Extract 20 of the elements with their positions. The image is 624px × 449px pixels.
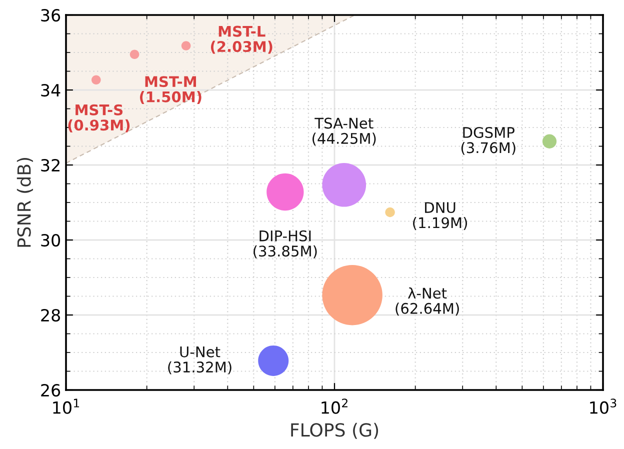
x-tick-label: 10$^{2}$ — [322, 398, 348, 414]
annotation: DIP-HSI (33.85M) — [254, 230, 317, 258]
y-tick-label: 32 — [41, 158, 60, 172]
annotation: MST-L (2.03M) — [210, 26, 272, 54]
annotation: MST-S (0.93M) — [68, 104, 130, 132]
y-tick-label: 30 — [41, 234, 60, 247]
x-tick-label: 10$^{3}$ — [590, 398, 616, 414]
y-tick-label: 34 — [41, 84, 60, 97]
y-tick-label: 26 — [41, 384, 60, 397]
y-tick-label: 28 — [41, 308, 60, 322]
annotation: TSA-Net (44.25M) — [312, 118, 376, 146]
annotation: MST-M (1.50M) — [140, 76, 202, 104]
annotation: λ-Net (62.64M) — [396, 287, 459, 316]
y-axis-title: PSNR (dB) — [16, 158, 33, 247]
x-axis-title: FLOPS (G) — [291, 422, 378, 439]
annotation: DNU (1.19M) — [413, 202, 467, 230]
y-tick-label: 36 — [41, 8, 60, 22]
x-tick-label: 10$^{1}$ — [53, 398, 80, 414]
annotation: DGSMP (3.76M) — [461, 126, 516, 155]
annotation: U-Net (31.32M) — [168, 346, 232, 374]
